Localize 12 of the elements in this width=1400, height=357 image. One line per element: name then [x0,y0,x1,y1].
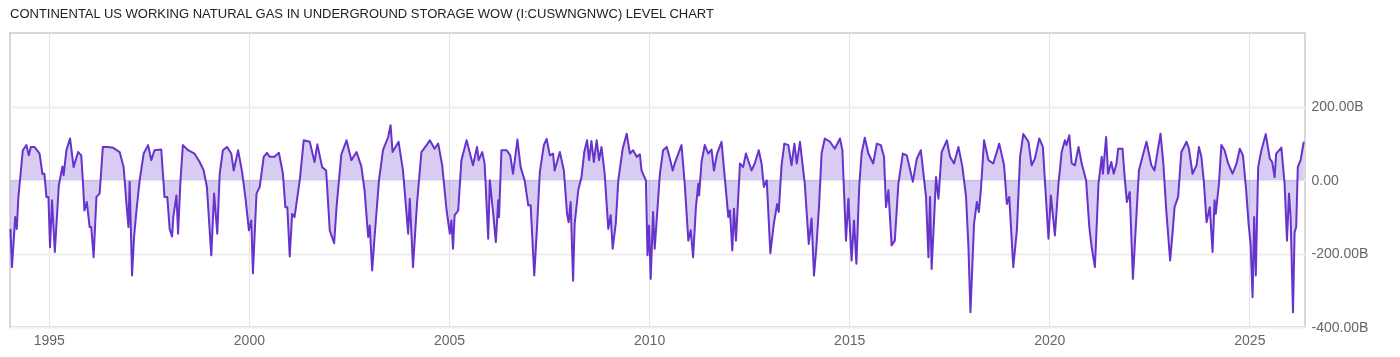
x-tick-label: 1995 [33,331,66,348]
x-tick-label: 2010 [634,331,666,348]
y-tick-label: 0.00 [1311,171,1339,188]
x-tick-label: 2005 [433,331,466,348]
x-tick-label: 2025 [1234,331,1266,348]
y-tick-label: 200.00B [1311,98,1364,114]
y-tick-label: -400.00B [1311,318,1369,335]
x-tick-label: 2015 [834,331,866,348]
x-tick-label: 2000 [233,331,266,348]
y-tick-label: -200.00B [1311,245,1369,261]
chart-title: CONTINENTAL US WORKING NATURAL GAS IN UNDERGROUND STORAGE WOW (I:CUSWNGNWC) LEVEL CHART [10,6,715,21]
x-tick-label: 2020 [1034,331,1066,348]
